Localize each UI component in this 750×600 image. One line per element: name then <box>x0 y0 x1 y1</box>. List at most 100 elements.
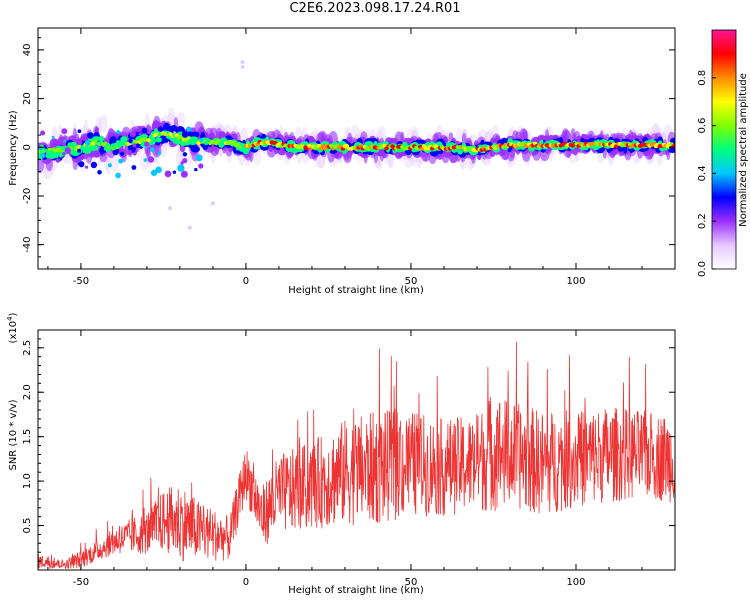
spectrogram-y-ticks: -40 -20 0 20 40 <box>22 37 675 270</box>
x-tick-label: 50 <box>405 577 418 588</box>
y-tick-label: 2.0 <box>22 384 33 400</box>
heatmap-cell <box>146 138 152 143</box>
heatmap-cell <box>109 136 117 144</box>
x-tick-label: -50 <box>73 276 89 287</box>
y-tick-label: 0.5 <box>22 518 33 534</box>
heatmap-cell <box>181 131 189 138</box>
heatmap-cell <box>40 130 46 136</box>
heatmap-cell <box>138 132 142 136</box>
heatmap-cell <box>190 145 200 153</box>
heatmap-cell <box>120 151 125 156</box>
x-tick-label: -50 <box>73 577 89 588</box>
heatmap-cell <box>180 170 188 178</box>
snr-panel: -50 0 50 100 0.5 1.0 1.5 2.0 2.5 Height of stra… <box>6 312 676 596</box>
heatmap-cell <box>63 139 67 143</box>
heatmap-cell <box>107 163 112 168</box>
x-tick-label: 100 <box>566 276 585 287</box>
x-tick-label: 0 <box>243 276 249 287</box>
heatmap-cell <box>131 165 137 170</box>
colorbar-tick-label: 0.0 <box>697 261 708 277</box>
heatmap-cell <box>182 158 188 164</box>
spectrogram-heatmap <box>38 60 675 230</box>
heatmap-cell <box>147 156 155 163</box>
heatmap-cell <box>84 140 91 146</box>
heatmap-cell <box>53 138 58 148</box>
heatmap-cell <box>198 163 204 169</box>
heatmap-cell <box>186 126 192 132</box>
heatmap-cell <box>115 134 119 138</box>
heatmap-cell <box>157 151 162 155</box>
heatmap-cell <box>190 131 200 138</box>
snr-y-scale-exp: 4 <box>6 316 14 321</box>
y-tick-label: 1.5 <box>22 429 33 445</box>
heatmap-cell <box>180 161 184 165</box>
spectrogram-y-label: Frequency (Hz) <box>8 110 19 186</box>
heatmap-cell <box>95 127 99 131</box>
heatmap-cell <box>143 158 148 162</box>
heatmap-cell <box>462 133 467 146</box>
heatmap-cell <box>82 147 92 154</box>
heatmap-cell <box>167 107 176 125</box>
heatmap-cell <box>172 170 177 174</box>
spectrogram-x-ticks: -50 0 50 100 <box>47 28 676 287</box>
colorbar: 0.0 0.2 0.4 0.6 0.8 Normalized spectral ampl… <box>697 29 749 277</box>
heatmap-cell <box>98 114 108 134</box>
heatmap-cell <box>58 142 61 145</box>
snr-y-scale: (x104) <box>6 312 19 343</box>
spectrogram-x-label: Height of straight line (km) <box>288 285 424 296</box>
x-tick-label: 50 <box>405 276 418 287</box>
snr-x-ticks: -50 0 50 100 <box>47 330 676 588</box>
heatmap-cell <box>199 138 204 143</box>
colorbar-label: Normalized spectral amplitude <box>738 73 749 227</box>
heatmap-cell <box>127 149 133 155</box>
heatmap-cell <box>51 135 55 139</box>
colorbar-tick-label: 0.4 <box>697 165 708 181</box>
x-tick-label: 0 <box>243 577 249 588</box>
y-tick-label: 40 <box>22 44 33 57</box>
colorbar-tick-label: 0.2 <box>697 213 708 229</box>
heatmap-cell <box>194 167 198 172</box>
y-tick-label: 2.5 <box>22 340 33 356</box>
heatmap-cell <box>287 140 295 145</box>
heatmap-cell <box>93 150 101 158</box>
heatmap-cell <box>150 169 158 176</box>
snr-y-label: SNR (10 * v/v) <box>8 399 19 470</box>
heatmap-cell <box>164 170 172 178</box>
heatmap-cell <box>136 143 140 147</box>
heatmap-cell <box>87 132 94 139</box>
heatmap-cell <box>141 127 148 134</box>
heatmap-cell <box>85 165 89 169</box>
y-tick-label: -20 <box>22 188 33 204</box>
heatmap-cell <box>182 152 188 157</box>
heatmap-cell <box>132 143 137 148</box>
heatmap-cell <box>40 152 46 158</box>
heatmap-cell <box>77 148 82 153</box>
snr-frame <box>37 329 676 571</box>
heatmap-cell <box>55 158 61 163</box>
heatmap-cell <box>99 135 104 143</box>
heatmap-cell <box>168 206 173 211</box>
heatmap-cell <box>75 138 83 146</box>
heatmap-cell <box>177 164 185 172</box>
heatmap-cell <box>62 152 66 156</box>
heatmap-cell <box>548 139 556 144</box>
heatmap-cell <box>195 154 203 162</box>
heatmap-cell <box>115 172 121 179</box>
heatmap-cell <box>46 153 54 158</box>
heatmap-cell <box>240 60 245 65</box>
heatmap-cell <box>77 162 81 166</box>
heatmap-cell <box>556 145 567 150</box>
heatmap-cell <box>77 129 82 134</box>
heatmap-cell <box>155 166 162 174</box>
snr-y-ticks: 0.5 1.0 1.5 2.0 2.5 <box>22 338 675 562</box>
heatmap-cell <box>187 225 192 230</box>
heatmap-cell <box>118 158 124 164</box>
snr-series-line <box>38 341 675 570</box>
heatmap-cell <box>170 125 178 132</box>
snr-y-scale-close: ) <box>8 312 19 316</box>
heatmap-cell <box>155 136 159 139</box>
y-tick-label: 1.0 <box>22 473 33 489</box>
colorbar-tick-label: 0.6 <box>697 118 708 134</box>
snr-y-scale-base: (x10 <box>8 321 19 344</box>
